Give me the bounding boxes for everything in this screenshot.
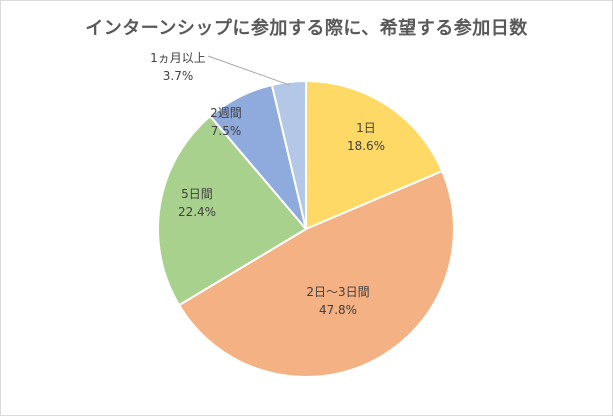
slice-label: 2週間 [210,106,242,120]
slice-value-label: 47.8% [319,303,357,317]
slice-value-label: 3.7% [163,69,194,83]
slice-label: 1ヵ月以上 [150,51,206,65]
pie-slice [177,169,455,378]
chart-title: インターンシップに参加する際に、希望する参加日数 [85,18,528,39]
slice-label: 1日 [356,121,376,135]
slice-value-label: 7.5% [211,124,242,138]
slice-label: 5日間 [181,187,213,201]
slice-label: 2日〜3日間 [306,285,369,299]
leader-line [207,55,290,86]
pie-slice [305,79,444,231]
slice-value-label: 22.4% [178,205,216,219]
slice-value-label: 18.6% [347,139,385,153]
pie-slice [270,79,307,230]
pie-slice [157,114,308,307]
